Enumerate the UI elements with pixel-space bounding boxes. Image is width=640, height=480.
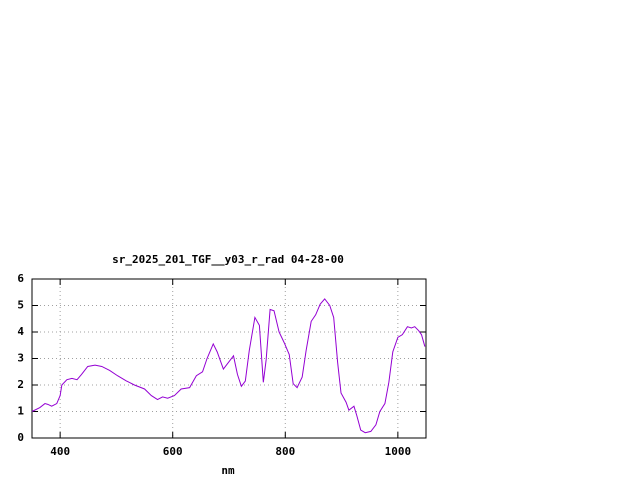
y-tick-label: 6 (17, 272, 24, 285)
x-tick-label: 400 (50, 445, 70, 458)
y-tick-label: 3 (17, 352, 24, 365)
y-tick-label: 2 (17, 378, 24, 391)
x-tick-label: 1000 (385, 445, 412, 458)
data-line (31, 298, 426, 434)
x-tick-label: 800 (275, 445, 295, 458)
y-tick-label: 1 (17, 405, 24, 418)
chart-title: sr_2025_201_TGF__y03_r_rad 04-28-00 (112, 253, 344, 266)
y-tick-label: 5 (17, 299, 24, 312)
y-tick-label: 0 (17, 431, 24, 444)
x-tick-label: 600 (163, 445, 183, 458)
y-tick-label: 4 (17, 325, 24, 338)
plot-frame (31, 278, 427, 439)
x-axis-label: nm (221, 464, 235, 477)
